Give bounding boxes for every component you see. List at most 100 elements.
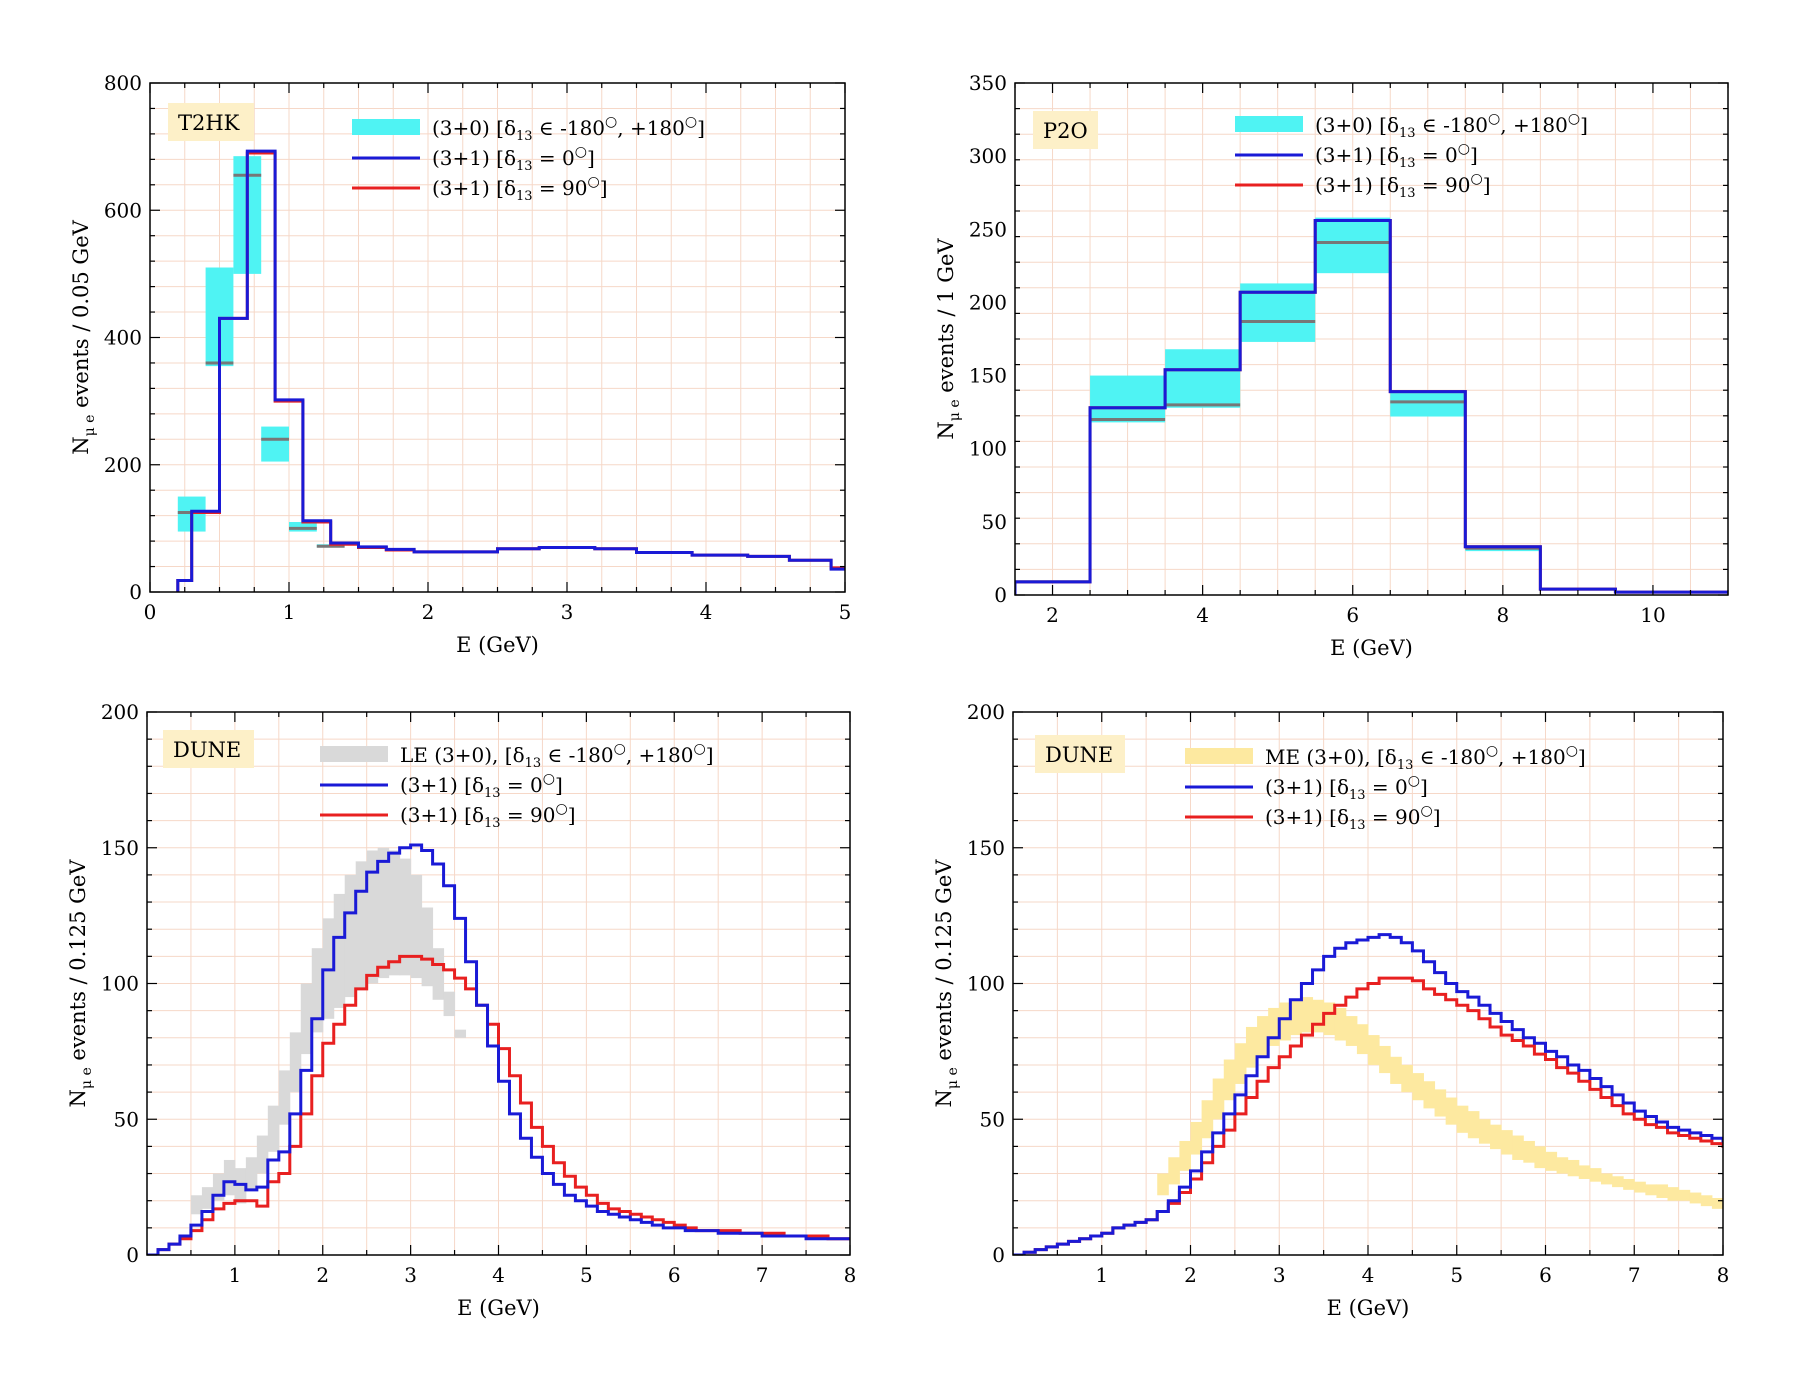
legend-entry: (3+1) [δ13 = 90○] xyxy=(1265,803,1441,833)
tag-box xyxy=(163,730,254,768)
y-tick-label: 0 xyxy=(994,583,1007,607)
band-segment xyxy=(432,948,445,1000)
y-tick-label: 200 xyxy=(969,290,1007,314)
x-tick-label: 7 xyxy=(1628,1263,1641,1287)
y-axis-label: Nμ e events / 0.125 GeV xyxy=(66,859,95,1108)
y-tick-label: 0 xyxy=(126,1243,139,1267)
band-segment xyxy=(1623,1178,1635,1190)
band-segment xyxy=(190,1195,203,1215)
band-segment xyxy=(1223,1059,1236,1101)
band-segment xyxy=(1257,1016,1269,1057)
legend-entry: (3+1) [δ13 = 90○] xyxy=(1315,171,1491,201)
band-segment xyxy=(1512,1135,1524,1160)
band-segment xyxy=(1412,1073,1424,1101)
y-tick-label: 200 xyxy=(967,700,1005,724)
legend: ME (3+0), [δ13 ∈ -180○, +180○] (3+1) [δ13… xyxy=(1185,743,1586,833)
x-tick-label: 8 xyxy=(1717,1263,1730,1287)
x-tick-label: 4 xyxy=(700,600,713,624)
band-segment xyxy=(278,1070,291,1125)
x-tick-label: 6 xyxy=(1346,603,1359,627)
band-segment xyxy=(1534,1146,1546,1169)
legend-entry: (3+1) [δ13 = 0○] xyxy=(400,771,563,801)
y-tick-label: 200 xyxy=(104,453,142,477)
band-segment xyxy=(1301,997,1314,1033)
band-segment xyxy=(1556,1157,1569,1174)
band-segment xyxy=(1567,1159,1580,1177)
tag-label: P2O xyxy=(1043,119,1088,143)
legend-swatch-band xyxy=(352,119,420,135)
y-tick-label: 50 xyxy=(982,510,1007,534)
y-tick-label: 350 xyxy=(969,71,1007,95)
y-tick-label: 100 xyxy=(101,972,139,996)
band-segment xyxy=(267,1105,280,1152)
band-segment xyxy=(1190,1121,1203,1155)
y-tick-label: 100 xyxy=(969,437,1007,461)
legend-swatch-band xyxy=(1185,748,1253,764)
band-segment xyxy=(1315,217,1391,274)
x-tick-label: 10 xyxy=(1640,603,1665,627)
band-segment xyxy=(1423,1081,1436,1109)
band xyxy=(190,847,467,1215)
legend: LE (3+0), [δ13 ∈ -180○, +180○](3+1) [δ13… xyxy=(320,741,714,831)
band-segment xyxy=(1478,1119,1491,1144)
series-line-2 xyxy=(176,149,845,592)
band-segment xyxy=(289,1032,302,1093)
band-segment xyxy=(223,1159,236,1196)
x-tick-label: 2 xyxy=(422,600,435,624)
legend-entry: (3+1) [δ13 = 0○] xyxy=(432,144,595,174)
band-segment xyxy=(1401,1064,1413,1093)
x-tick-label: 4 xyxy=(1362,1263,1375,1287)
band-segment xyxy=(1334,1007,1347,1041)
x-tick-label: 8 xyxy=(1496,603,1509,627)
y-tick-label: 50 xyxy=(980,1107,1005,1131)
band-segment xyxy=(1390,1056,1402,1084)
x-axis-label: E (GeV) xyxy=(457,1296,540,1320)
x-tick-label: 5 xyxy=(839,600,852,624)
band-segment xyxy=(300,983,313,1055)
tag-label: DUNE xyxy=(173,738,241,762)
band-segment xyxy=(1545,1151,1558,1171)
band-segment xyxy=(1523,1140,1535,1163)
band xyxy=(177,156,345,548)
grid xyxy=(1012,711,1724,1256)
chart-panel-1: 0 1 2 3 4 5 0 200 400 600 800 E (GeV) Nμ e events / … xyxy=(69,71,851,657)
x-tick-label: 2 xyxy=(1184,1263,1197,1287)
band-segment xyxy=(1290,999,1302,1036)
y-tick-label: 800 xyxy=(104,71,142,95)
band-segment xyxy=(1379,1045,1391,1074)
band-segment xyxy=(1323,1002,1336,1036)
series-line-2 xyxy=(1013,933,1723,1255)
y-axis-label: Nμ e events / 0.05 GeV xyxy=(69,219,98,454)
legend-entry: (3+1) [δ13 = 90○] xyxy=(432,174,608,204)
plot-area xyxy=(1015,217,1728,595)
band-segment xyxy=(1711,1197,1723,1209)
x-tick-label: 1 xyxy=(229,1263,242,1287)
x-tick-label: 1 xyxy=(283,600,296,624)
legend-entry: (3+1) [δ13 = 90○] xyxy=(400,801,576,831)
x-tick-label: 6 xyxy=(1539,1263,1552,1287)
band-segment xyxy=(333,893,346,1008)
band-segment xyxy=(1234,1043,1247,1084)
legend-entry: ME (3+0), [δ13 ∈ -180○, +180○] xyxy=(1265,743,1586,773)
x-tick-label: 8 xyxy=(844,1263,857,1287)
ticks xyxy=(1012,711,1724,1256)
band-segment xyxy=(1667,1187,1680,1201)
tag-box xyxy=(168,103,254,141)
series-line-1 xyxy=(176,151,845,592)
band-segment xyxy=(1157,1173,1169,1196)
band-segment xyxy=(1634,1181,1646,1193)
band-segment xyxy=(1168,1157,1180,1185)
legend-entry: LE (3+0), [δ13 ∈ -180○, +180○] xyxy=(400,741,714,771)
x-axis-label: E (GeV) xyxy=(1327,1296,1410,1320)
band-segment xyxy=(1268,1007,1280,1046)
x-tick-label: 5 xyxy=(1450,1263,1463,1287)
band-segment xyxy=(1600,1173,1613,1185)
band-segment xyxy=(1368,1035,1380,1065)
band-segment xyxy=(1612,1176,1624,1188)
band-segment xyxy=(1245,1026,1258,1068)
band-segment xyxy=(1356,1024,1369,1055)
x-tick-label: 5 xyxy=(580,1263,593,1287)
x-tick-label: 2 xyxy=(316,1263,329,1287)
